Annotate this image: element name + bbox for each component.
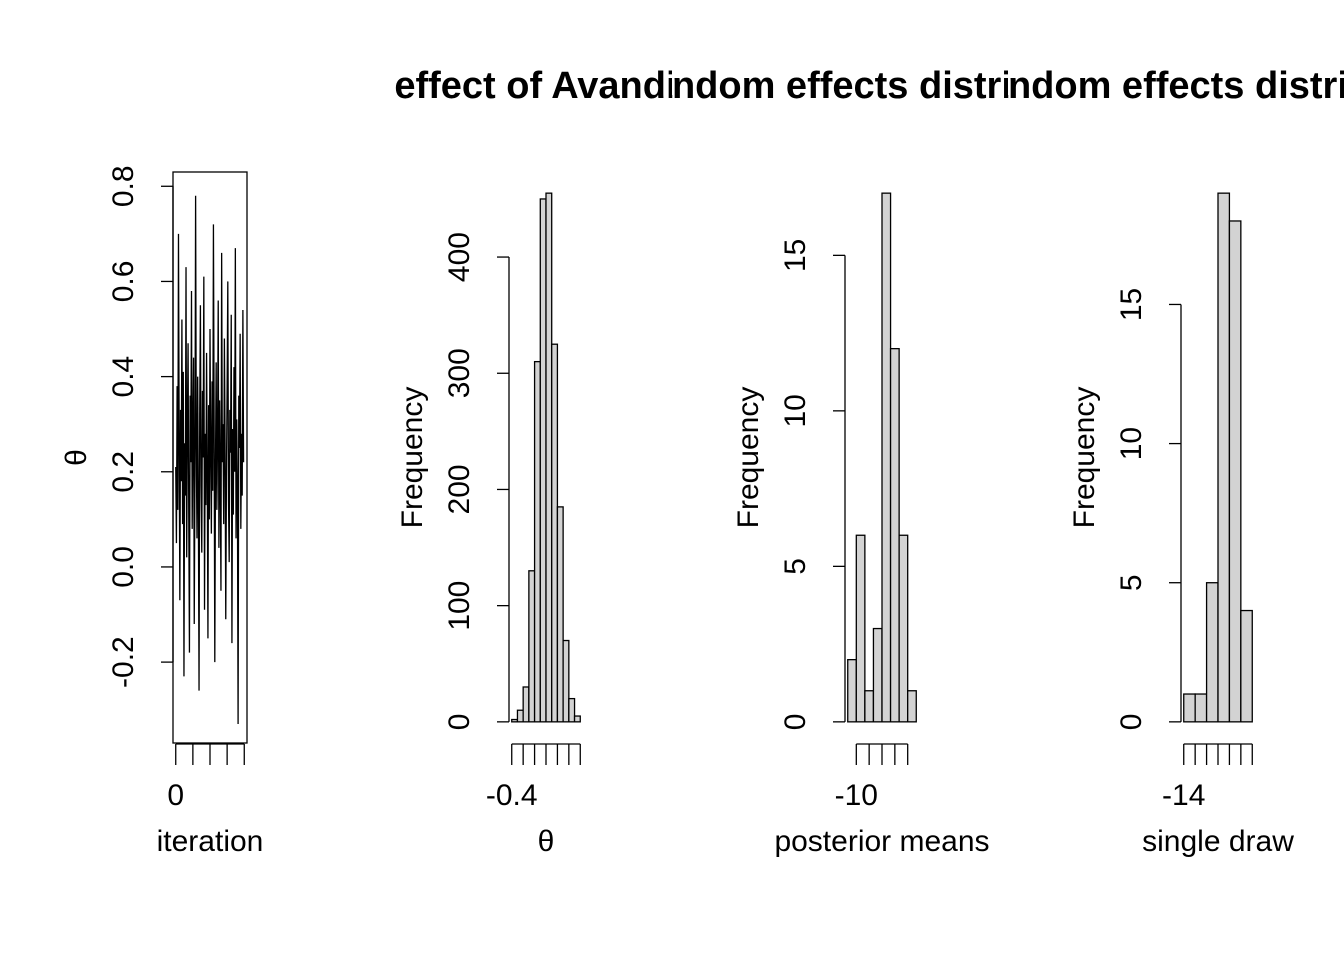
bar — [1205, 582, 1219, 723]
bar — [847, 659, 857, 723]
bar — [573, 715, 581, 723]
y-tick-label: 10 — [1115, 427, 1148, 460]
y-axis-label: θ — [60, 449, 93, 466]
bar — [881, 192, 892, 723]
y-axis-label: Frequency — [1068, 387, 1101, 529]
y-tick-label: 0 — [443, 714, 476, 731]
y-tick-label: 0.4 — [107, 356, 140, 398]
y-tick-label: 0.8 — [107, 165, 140, 207]
x-axis-label: posterior means — [774, 825, 989, 858]
bar — [872, 627, 883, 723]
bar — [889, 347, 900, 723]
bar — [539, 198, 547, 723]
bar — [855, 534, 866, 723]
y-tick-label: -0.2 — [107, 636, 140, 688]
y-tick-label: 0 — [1115, 714, 1148, 731]
bar — [516, 709, 524, 723]
bar — [1194, 693, 1208, 723]
bar — [1228, 220, 1242, 723]
x-tick-label: -10 — [835, 779, 878, 812]
panel-title: effect of Avandia — [394, 65, 698, 107]
bar — [545, 192, 553, 723]
y-tick-label: 15 — [1115, 288, 1148, 321]
y-tick-label: 100 — [443, 581, 476, 631]
plot-box — [172, 171, 248, 744]
panel-title: random effects distribution — [636, 65, 1128, 107]
y-tick-label: 0.2 — [107, 451, 140, 493]
x-axis-label: θ — [538, 825, 555, 858]
y-axis-label: Frequency — [396, 387, 429, 529]
bar — [1240, 609, 1253, 723]
y-tick-label: 0.6 — [107, 261, 140, 303]
bar — [898, 534, 909, 723]
bar — [568, 697, 576, 723]
y-tick-label: 0 — [779, 714, 812, 731]
y-tick-label: 200 — [443, 464, 476, 514]
y-tick-label: 400 — [443, 232, 476, 282]
y-tick-label: 5 — [779, 558, 812, 575]
y-tick-label: 10 — [779, 394, 812, 427]
bar — [556, 506, 564, 723]
bar — [562, 639, 570, 723]
x-axis-label: single draw — [1142, 825, 1294, 858]
bar — [1183, 693, 1196, 723]
bar — [528, 570, 536, 723]
y-tick-label: 0.0 — [107, 546, 140, 588]
y-tick-label: 15 — [779, 239, 812, 272]
bar — [511, 718, 519, 723]
x-tick-label: -0.4 — [486, 779, 538, 812]
x-tick-label: -14 — [1162, 779, 1205, 812]
x-tick-label: 0 — [167, 779, 184, 812]
panel: random effects distribution 0 5 10 15 -10 post… — [636, 65, 1128, 858]
panel-title: random effects distribution — [972, 65, 1344, 107]
trace-line — [175, 195, 245, 724]
panel: random effects distribution 0 5 10 15 -14 sing… — [972, 65, 1344, 858]
panel: effect of Avandia 0 100 200 300 400 -0.4θ Frequ… — [394, 65, 698, 858]
y-tick-label: 300 — [443, 348, 476, 398]
bar — [1217, 192, 1231, 723]
panel: -0.2 0.0 0.2 0.4 0.6 0.8 0 iteration θ — [60, 165, 263, 858]
bar — [551, 343, 559, 723]
y-tick-label: 5 — [1115, 574, 1148, 591]
x-axis-label: iteration — [157, 825, 264, 858]
bar — [522, 686, 530, 723]
bar — [864, 690, 875, 723]
bar — [533, 360, 541, 723]
bar — [907, 690, 917, 723]
y-axis-label: Frequency — [732, 387, 765, 529]
